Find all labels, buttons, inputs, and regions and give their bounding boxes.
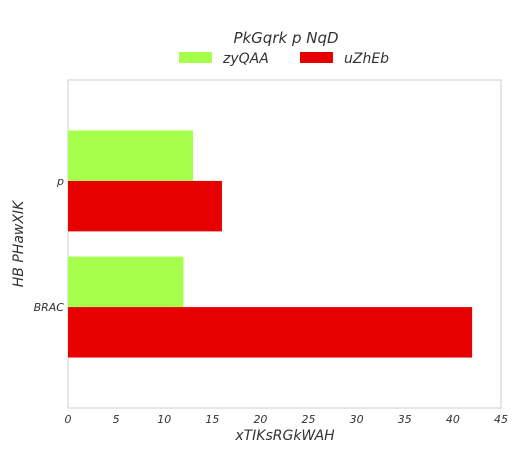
x-axis-label: xTIKsRGkWAH <box>234 428 335 444</box>
bar-zyQAA-p <box>68 130 193 180</box>
legend-label-uZhEb: uZhEb <box>344 51 389 67</box>
legend-swatch-zyQAA <box>179 52 212 63</box>
x-tick-label: 5 <box>113 413 120 426</box>
x-tick-label: 25 <box>302 413 316 426</box>
x-tick-label: 10 <box>157 413 171 426</box>
bar-uZhEb-p <box>68 181 222 231</box>
legend-label-zyQAA: zyQAA <box>222 51 269 67</box>
legend-title: PkGqrk p NqD <box>233 29 338 47</box>
x-tick-label: 40 <box>446 413 460 426</box>
bar-zyQAA-BRAC <box>68 257 183 307</box>
bar-uZhEb-BRAC <box>68 307 472 357</box>
y-tick-label: BRAC <box>34 301 65 314</box>
x-tick-label: 45 <box>494 413 508 426</box>
plot-frame <box>68 80 501 408</box>
x-tick-label: 35 <box>398 413 412 426</box>
legend-swatch-uZhEb <box>300 52 333 63</box>
legend: PkGqrk p NqD zyQAA uZhEb <box>179 29 389 67</box>
y-axis-label: HB PHawXIK <box>11 199 27 287</box>
x-tick-label: 0 <box>65 413 72 426</box>
y-tick-label: p <box>56 175 64 188</box>
x-tick-label: 30 <box>350 413 364 426</box>
x-tick-label: 15 <box>205 413 219 426</box>
x-tick-label: 20 <box>253 413 267 426</box>
